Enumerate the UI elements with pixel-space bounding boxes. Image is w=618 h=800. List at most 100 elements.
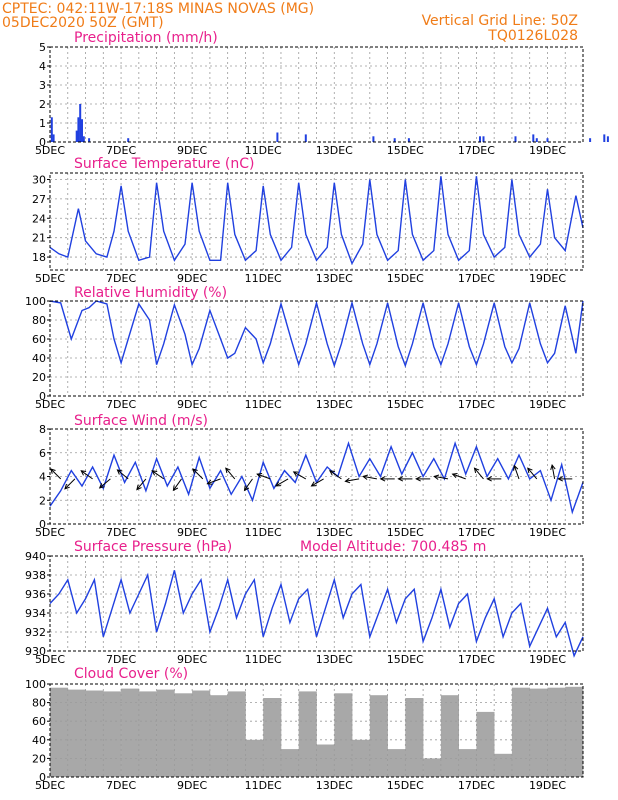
x-tick-label: 15DEC xyxy=(387,398,424,411)
precipitation-bar xyxy=(127,138,130,142)
cloud-cover-bar xyxy=(192,690,211,777)
x-tick-label: 13DEC xyxy=(316,526,353,539)
cloud-cover-bar xyxy=(369,695,388,777)
y-tick-label: 100 xyxy=(25,678,46,691)
y-tick-label: 20 xyxy=(32,752,46,765)
y-tick-label: 60 xyxy=(32,333,46,346)
wind-arrow xyxy=(292,471,307,480)
x-tick-label: 19DEC xyxy=(529,526,566,539)
x-tick-label: 15DEC xyxy=(387,526,424,539)
cloud-cover-bar xyxy=(423,758,442,777)
cloud-cover-bar xyxy=(227,691,246,777)
x-tick-label: 19DEC xyxy=(529,398,566,411)
x-tick-label: 7DEC xyxy=(106,272,136,285)
x-tick-label: 19DEC xyxy=(529,653,566,666)
cloud-cover-bar xyxy=(209,695,228,777)
humidity-frame xyxy=(49,300,584,397)
y-tick-label: 40 xyxy=(32,734,46,747)
temperature-title: Surface Temperature (nC) xyxy=(74,156,255,172)
cloud-cover-bar xyxy=(138,691,157,777)
precipitation-bar xyxy=(79,104,82,142)
x-tick-label: 9DEC xyxy=(177,272,207,285)
cloud-cover-title: Cloud Cover (%) xyxy=(74,666,188,682)
y-tick-label: 5 xyxy=(39,41,46,54)
wind-arrow xyxy=(98,478,111,489)
cloud-cover-bar xyxy=(298,691,317,777)
wind-arrow xyxy=(64,478,76,490)
precipitation-bar xyxy=(52,134,55,142)
x-tick-label: 7DEC xyxy=(106,779,136,792)
precipitation-bar xyxy=(393,138,396,142)
y-tick-label: 930 xyxy=(25,645,46,658)
humidity-title: Relative Humidity (%) xyxy=(74,285,227,301)
y-tick-label: 2 xyxy=(39,98,46,111)
cloud-cover-bar xyxy=(387,749,406,777)
x-tick-label: 5DEC xyxy=(35,779,65,792)
y-tick-label: 21 xyxy=(32,232,46,245)
precipitation-bar xyxy=(407,138,410,142)
wind-arrow xyxy=(206,478,221,485)
y-tick-label: 8 xyxy=(39,423,46,436)
header-model: TQ0126L028 xyxy=(487,28,578,44)
precipitation-bar xyxy=(82,136,85,142)
x-tick-label: 17DEC xyxy=(458,272,495,285)
wind-arrow xyxy=(344,477,360,484)
pressure-line xyxy=(49,570,584,658)
wind-arrow xyxy=(256,473,271,480)
cloud-cover-bar xyxy=(334,693,353,777)
temperature-frame xyxy=(49,172,584,271)
precipitation-bar xyxy=(50,117,53,142)
y-tick-label: 940 xyxy=(25,550,46,563)
x-tick-label: 17DEC xyxy=(458,398,495,411)
y-tick-label: 24 xyxy=(32,212,46,225)
precipitation-bar xyxy=(77,117,80,142)
y-tick-label: 27 xyxy=(32,193,46,206)
y-tick-label: 80 xyxy=(32,697,46,710)
x-tick-label: 15DEC xyxy=(387,272,424,285)
cloud-cover-bar xyxy=(458,749,477,777)
x-tick-label: 13DEC xyxy=(316,144,353,157)
x-tick-label: 17DEC xyxy=(458,144,495,157)
wind-arrow xyxy=(50,468,62,480)
cloud-cover-bar xyxy=(316,744,335,777)
precipitation-frame xyxy=(49,46,584,143)
x-tick-label: 7DEC xyxy=(106,144,136,157)
wind-arrow xyxy=(415,476,431,482)
y-tick-label: 0 xyxy=(39,771,46,784)
y-tick-label: 80 xyxy=(32,314,46,327)
precipitation-bar xyxy=(304,134,307,142)
cloud-cover-bar xyxy=(476,711,495,777)
precipitation-bar xyxy=(535,138,538,142)
y-tick-label: 100 xyxy=(25,295,46,308)
x-tick-label: 19DEC xyxy=(529,144,566,157)
x-tick-label: 7DEC xyxy=(106,398,136,411)
y-tick-label: 6 xyxy=(39,447,46,460)
pressure-frame xyxy=(49,555,584,652)
cloud-cover-bar xyxy=(263,698,282,777)
wind-panel: 0 2 4 6 8 5DEC 7DEC 9DEC 11DEC 13DEC 15DEC 17DEC 19D… xyxy=(35,423,584,539)
y-tick-label: 60 xyxy=(32,715,46,728)
x-tick-label: 15DEC xyxy=(387,653,424,666)
wind-arrow xyxy=(550,464,556,479)
y-tick-label: 934 xyxy=(25,607,46,620)
wind-arrow xyxy=(243,478,253,492)
y-tick-label: 2 xyxy=(39,494,46,507)
wind-title: Surface Wind (m/s) xyxy=(74,413,208,429)
wind-arrow xyxy=(136,478,147,491)
header-station: CPTEC: 042:11W-17:18S MINAS NOVAS (MG) xyxy=(2,1,314,17)
temperature-panel: 18 21 24 27 30 5DEC 7DEC 9DEC 11DEC 13DEC 15DEC 17D… xyxy=(32,172,584,285)
header-run-time: 05DEC2020 50Z (GMT) xyxy=(2,15,164,31)
wind-arrow xyxy=(513,464,520,480)
x-tick-label: 9DEC xyxy=(177,653,207,666)
x-tick-label: 9DEC xyxy=(177,398,207,411)
x-tick-label: 9DEC xyxy=(177,526,207,539)
cloud-cover-bar xyxy=(174,693,193,777)
x-tick-label: 11DEC xyxy=(245,272,282,285)
y-tick-label: 0 xyxy=(39,390,46,403)
cloud-cover-bar xyxy=(565,686,584,777)
precipitation-title: Precipitation (mm/h) xyxy=(74,30,218,46)
cloud-cover-bar xyxy=(67,689,86,777)
x-tick-label: 7DEC xyxy=(106,526,136,539)
wind-arrow xyxy=(451,473,466,480)
